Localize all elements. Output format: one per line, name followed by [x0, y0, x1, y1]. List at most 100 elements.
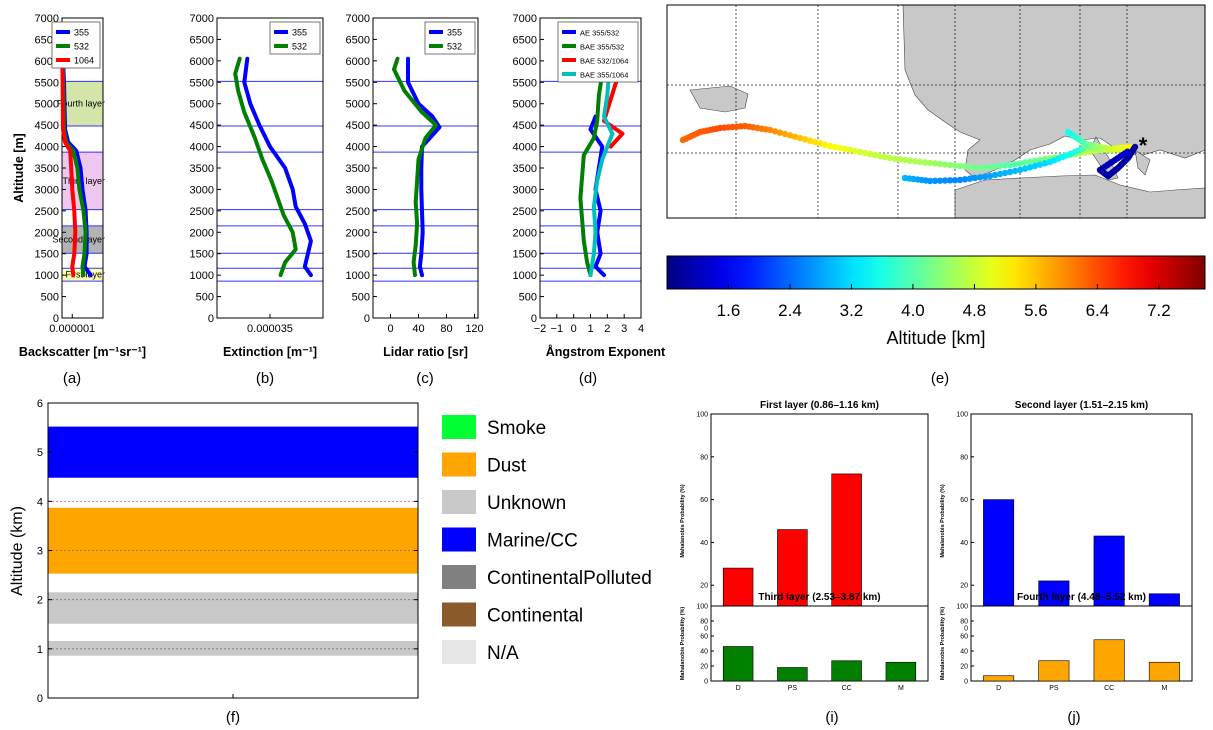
legend-label: Marine/CC	[487, 531, 578, 552]
x-tick-label: 0.000035	[247, 323, 293, 335]
trajectory-point	[951, 162, 959, 169]
classification-band	[48, 592, 418, 624]
y-axis-label: Altitude [m]	[12, 133, 26, 202]
y-tick-label: 2000	[35, 227, 59, 239]
panel-letter: (c)	[416, 370, 434, 387]
x-tick-label: 4	[638, 323, 644, 335]
trajectory-point	[1036, 156, 1044, 164]
legend-label: 355	[74, 28, 89, 38]
trajectory-point	[1001, 169, 1009, 177]
y-tick-label: 60	[960, 634, 968, 641]
classification-band	[48, 507, 418, 574]
legend-label: Dust	[487, 456, 527, 477]
trajectory-point	[1001, 162, 1009, 169]
trajectory-point	[806, 137, 814, 144]
x-axis-label: Lidar ratio [sr]	[383, 345, 468, 359]
y-axis-label: Mahalanobis Probability (%)	[940, 484, 946, 558]
trajectory-point	[846, 146, 854, 154]
trajectory-point	[1031, 157, 1039, 164]
y-tick-label: 20	[960, 664, 968, 671]
y-tick-label: 60	[700, 497, 708, 504]
y-tick-label: 6	[37, 398, 43, 410]
legend-label: AE 355/532	[580, 29, 619, 38]
bar	[831, 660, 862, 682]
trajectory-point	[991, 171, 999, 179]
y-tick-label: 3000	[190, 184, 214, 196]
layer-shade	[62, 225, 103, 254]
trajectory-point	[881, 153, 889, 161]
y-tick-label: 5500	[35, 77, 59, 89]
series-line	[233, 56, 298, 278]
bar	[831, 473, 862, 629]
x-tick-label: 0	[571, 323, 577, 335]
x-tick-label: 0	[387, 323, 393, 335]
bar	[777, 667, 808, 682]
y-tick-label: 0	[704, 679, 708, 686]
panel-letter: (b)	[256, 370, 274, 387]
legend-label: 355	[447, 28, 462, 38]
trajectory-point	[981, 164, 989, 171]
trajectory-point	[931, 160, 939, 167]
x-tick-label: 3	[621, 323, 627, 335]
y-tick-label: 6500	[346, 34, 370, 46]
classification-panel: 0 1 2 3 4 5 6 Altitude (km) Smoke Dust Unknown Mari…	[9, 398, 652, 705]
trajectory-point	[1036, 161, 1044, 168]
legend-swatch	[442, 490, 476, 514]
y-tick-label: 1500	[190, 249, 214, 261]
bar-panel-2: D PS CC M 0 20 40 60 80 100 Third layer (2.53–3.87…	[680, 592, 929, 692]
panel-letter: (j)	[1067, 709, 1080, 726]
series-line	[392, 56, 438, 278]
y-tick-label: 7000	[190, 13, 214, 25]
y-tick-label: 500	[519, 292, 537, 304]
bar-panel-3: D PS CC M 0 20 40 60 80 100 Fourth layer (4.48–5.5…	[940, 592, 1193, 692]
y-tick-label: 4500	[35, 120, 59, 132]
x-tick-label: CC	[842, 685, 852, 692]
series-line	[60, 56, 78, 278]
trajectory-point	[956, 162, 964, 170]
x-tick-label: 80	[440, 323, 452, 335]
x-tick-label: M	[1161, 685, 1167, 692]
trajectory-point	[856, 148, 864, 156]
series-line	[242, 56, 313, 278]
y-tick-label: 7000	[346, 13, 370, 25]
trajectory-point	[826, 142, 834, 150]
y-tick-label: 0	[37, 693, 43, 705]
panel-letter: (d)	[579, 370, 597, 387]
trajectory-point	[986, 172, 994, 180]
bar	[1093, 639, 1125, 682]
y-tick-label: 0	[704, 626, 708, 633]
series-line	[578, 56, 608, 278]
x-tick-label: D	[996, 685, 1001, 692]
colorbar-tick-label: 3.2	[840, 301, 864, 320]
trajectory-point	[996, 162, 1004, 170]
y-tick-label: 2500	[513, 206, 537, 218]
y-tick-label: 80	[700, 619, 708, 626]
trajectory-point	[886, 154, 894, 162]
y-tick-label: 40	[700, 540, 708, 547]
bar	[983, 675, 1015, 682]
trajectory-point	[1026, 158, 1034, 165]
y-tick-label: 3000	[35, 184, 59, 196]
y-tick-label: 0	[964, 679, 968, 686]
y-tick-label: 1500	[35, 249, 59, 261]
bar-panel-0: DPSCCM020406080100First layer (0.86–1.16…	[680, 400, 929, 639]
trajectory-point	[896, 156, 904, 163]
trajectory-point	[771, 128, 779, 135]
y-tick-label: 20	[960, 583, 968, 590]
x-tick-label: CC	[1104, 685, 1114, 692]
y-tick-label: 3500	[513, 163, 537, 175]
trajectory-point	[831, 143, 839, 151]
y-tick-label: 80	[960, 619, 968, 626]
classification-band	[48, 426, 418, 478]
y-tick-label: 0	[531, 313, 537, 325]
trajectory-point	[1021, 159, 1029, 166]
y-tick-label: 80	[960, 454, 968, 461]
layer-label: Third layer	[62, 176, 105, 186]
y-tick-label: 5500	[513, 77, 537, 89]
y-tick-label: 2	[37, 595, 43, 607]
trajectory-point	[936, 177, 944, 184]
y-tick-label: 0	[53, 313, 59, 325]
y-tick-label: 2000	[513, 227, 537, 239]
trajectory-point	[941, 177, 949, 184]
land-mass	[689, 85, 749, 113]
